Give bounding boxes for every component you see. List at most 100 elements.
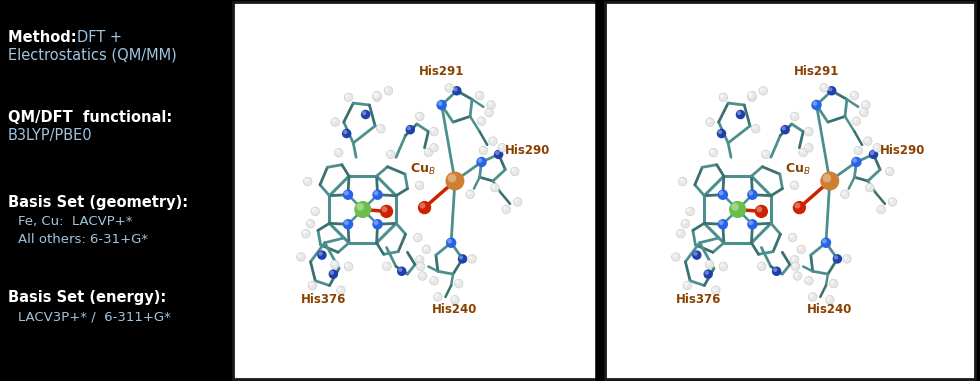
- Circle shape: [328, 269, 338, 279]
- Circle shape: [476, 157, 487, 167]
- Circle shape: [682, 220, 686, 224]
- Circle shape: [748, 93, 757, 102]
- Circle shape: [430, 144, 435, 149]
- Circle shape: [476, 92, 480, 96]
- Circle shape: [455, 279, 463, 288]
- Circle shape: [794, 272, 798, 277]
- Circle shape: [795, 203, 801, 209]
- Circle shape: [827, 86, 837, 96]
- Circle shape: [494, 150, 504, 159]
- Text: His290: His290: [880, 144, 925, 157]
- Circle shape: [430, 128, 435, 132]
- Circle shape: [874, 144, 878, 149]
- Circle shape: [693, 251, 698, 256]
- Circle shape: [747, 189, 758, 200]
- Circle shape: [308, 281, 317, 290]
- Circle shape: [729, 201, 746, 218]
- Circle shape: [844, 255, 848, 259]
- Circle shape: [720, 263, 724, 267]
- Circle shape: [344, 191, 349, 195]
- Circle shape: [380, 205, 393, 218]
- Circle shape: [862, 101, 866, 106]
- Circle shape: [446, 84, 450, 88]
- Circle shape: [841, 190, 850, 199]
- Circle shape: [424, 148, 432, 157]
- Circle shape: [719, 262, 728, 271]
- Circle shape: [825, 296, 834, 304]
- Circle shape: [719, 220, 723, 225]
- Circle shape: [797, 245, 806, 254]
- Circle shape: [331, 261, 335, 265]
- Circle shape: [759, 86, 767, 95]
- Circle shape: [334, 148, 343, 157]
- Circle shape: [855, 147, 858, 151]
- Circle shape: [446, 237, 457, 248]
- Circle shape: [791, 113, 796, 117]
- Circle shape: [445, 83, 454, 92]
- Circle shape: [684, 282, 688, 286]
- Circle shape: [853, 158, 858, 163]
- Circle shape: [376, 125, 385, 133]
- Circle shape: [717, 219, 728, 229]
- Circle shape: [822, 239, 827, 243]
- Circle shape: [822, 174, 831, 182]
- Circle shape: [477, 117, 486, 125]
- Circle shape: [452, 86, 462, 96]
- Circle shape: [805, 144, 813, 152]
- Circle shape: [384, 86, 393, 95]
- Circle shape: [489, 138, 494, 142]
- Circle shape: [749, 94, 753, 98]
- Circle shape: [345, 263, 349, 267]
- Circle shape: [762, 151, 766, 155]
- Circle shape: [343, 189, 353, 200]
- Circle shape: [304, 177, 312, 186]
- Circle shape: [373, 94, 377, 98]
- Circle shape: [753, 125, 757, 130]
- Circle shape: [711, 286, 720, 295]
- Circle shape: [798, 246, 802, 250]
- Text: All others: 6-31+G*: All others: 6-31+G*: [18, 233, 148, 246]
- Circle shape: [381, 207, 387, 212]
- Circle shape: [833, 254, 842, 264]
- Circle shape: [747, 219, 758, 229]
- Circle shape: [811, 100, 821, 110]
- Circle shape: [331, 118, 339, 126]
- Circle shape: [719, 93, 728, 102]
- Circle shape: [416, 113, 420, 117]
- Circle shape: [373, 220, 378, 225]
- Circle shape: [418, 272, 427, 280]
- Circle shape: [302, 229, 311, 238]
- Circle shape: [704, 269, 712, 279]
- Circle shape: [514, 199, 518, 203]
- Circle shape: [752, 125, 760, 133]
- Circle shape: [344, 262, 353, 271]
- Circle shape: [311, 207, 319, 216]
- Circle shape: [772, 266, 781, 276]
- Circle shape: [433, 293, 442, 301]
- Circle shape: [499, 144, 503, 149]
- Circle shape: [868, 150, 878, 159]
- Circle shape: [716, 129, 726, 138]
- Circle shape: [318, 250, 326, 260]
- Circle shape: [343, 130, 347, 134]
- Circle shape: [820, 171, 839, 190]
- Circle shape: [718, 130, 722, 134]
- Circle shape: [720, 94, 724, 98]
- Circle shape: [307, 220, 312, 224]
- Circle shape: [706, 260, 713, 269]
- Circle shape: [407, 126, 411, 130]
- Circle shape: [303, 230, 307, 234]
- Circle shape: [416, 182, 420, 186]
- Circle shape: [485, 108, 493, 117]
- Circle shape: [821, 237, 831, 248]
- Circle shape: [793, 272, 802, 280]
- Circle shape: [806, 128, 809, 132]
- Circle shape: [805, 127, 813, 136]
- Circle shape: [851, 91, 858, 100]
- Circle shape: [491, 184, 496, 188]
- Circle shape: [717, 189, 728, 200]
- Bar: [233, 2, 597, 379]
- Circle shape: [414, 233, 422, 242]
- Circle shape: [430, 277, 438, 285]
- Circle shape: [826, 296, 830, 300]
